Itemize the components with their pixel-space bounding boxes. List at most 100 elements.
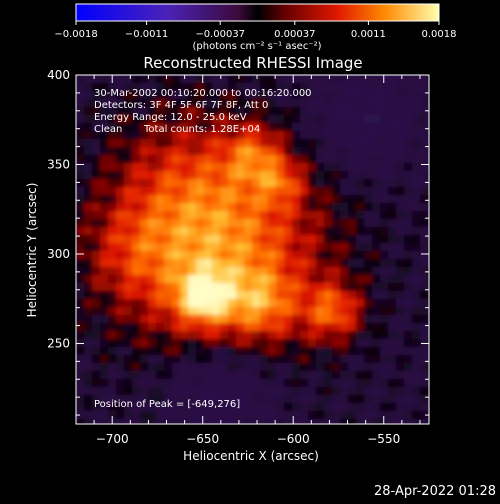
heatmap-cell <box>284 115 293 124</box>
heatmap-cell <box>92 251 101 260</box>
heatmap-cell <box>364 291 373 300</box>
heatmap-cell <box>124 227 133 236</box>
heatmap-cell <box>324 395 333 404</box>
heatmap-cell <box>364 195 373 204</box>
heatmap-cell <box>284 331 293 340</box>
heatmap-cell <box>388 363 397 372</box>
heatmap-cell <box>308 131 317 140</box>
heatmap-cell <box>188 131 197 140</box>
heatmap-cell <box>212 83 221 92</box>
heatmap-cell <box>308 419 317 424</box>
heatmap-cell <box>372 339 381 348</box>
heatmap-cell <box>172 259 181 268</box>
heatmap-cell <box>84 419 93 424</box>
colorbar-tick-label: 0.0011 <box>351 29 386 40</box>
heatmap-cell <box>172 363 181 372</box>
heatmap-cell <box>308 307 317 316</box>
heatmap-cell <box>244 155 253 164</box>
heatmap-cell <box>220 115 229 124</box>
heatmap-cell <box>300 171 309 180</box>
heatmap-cell <box>372 291 381 300</box>
chart-title: Reconstructed RHESSI Image <box>143 54 362 72</box>
heatmap-cell <box>220 179 229 188</box>
heatmap-cell <box>372 83 381 92</box>
heatmap-cell <box>148 419 157 424</box>
heatmap-cell <box>164 419 173 424</box>
heatmap-cell <box>364 331 373 340</box>
heatmap-cell <box>100 403 109 412</box>
heatmap-cell <box>276 323 285 332</box>
heatmap-cell <box>212 211 221 220</box>
heatmap-cell <box>404 219 413 228</box>
heatmap-cell <box>76 411 85 420</box>
heatmap-cell <box>84 99 93 108</box>
heatmap-cell <box>132 123 141 132</box>
heatmap-cell <box>140 203 149 212</box>
heatmap-cell <box>92 147 101 156</box>
heatmap-cell <box>108 331 117 340</box>
heatmap-cell <box>356 75 365 84</box>
heatmap-cell <box>76 323 85 332</box>
heatmap-cell <box>172 379 181 388</box>
heatmap-cell <box>188 171 197 180</box>
heatmap-cell <box>372 259 381 268</box>
heatmap-cell <box>140 339 149 348</box>
heatmap-cell <box>220 251 229 260</box>
heatmap-cell <box>100 91 109 100</box>
heatmap-cell <box>284 347 293 356</box>
heatmap-cell <box>380 347 389 356</box>
heatmap-cell <box>260 187 269 196</box>
heatmap-cell <box>148 411 157 420</box>
heatmap-cell <box>92 419 101 424</box>
heatmap-cell <box>100 267 109 276</box>
heatmap-cell <box>164 395 173 404</box>
heatmap-cell <box>76 363 85 372</box>
heatmap-cell <box>292 323 301 332</box>
heatmap-cell <box>132 203 141 212</box>
heatmap-cell <box>212 179 221 188</box>
heatmap-cell <box>324 331 333 340</box>
heatmap-cell <box>284 363 293 372</box>
heatmap-cell <box>276 379 285 388</box>
heatmap-cell <box>404 139 413 148</box>
heatmap-cell <box>348 403 357 412</box>
heatmap-cell <box>340 395 349 404</box>
heatmap-cell <box>332 235 341 244</box>
heatmap-cell <box>396 307 405 316</box>
heatmap-cell <box>220 267 229 276</box>
heatmap-cell <box>356 403 365 412</box>
heatmap-cell <box>92 299 101 308</box>
heatmap-cell <box>420 403 429 412</box>
heatmap-cell <box>116 83 125 92</box>
heatmap-cell <box>100 83 109 92</box>
heatmap-cell <box>148 347 157 356</box>
heatmap-cell <box>284 187 293 196</box>
heatmap-cell <box>116 283 125 292</box>
heatmap-cell <box>156 99 165 108</box>
heatmap-cell <box>276 91 285 100</box>
heatmap-cell <box>284 195 293 204</box>
heatmap-cell <box>276 243 285 252</box>
heatmap-cell <box>132 387 141 396</box>
heatmap-cell <box>332 291 341 300</box>
heatmap-cell <box>156 395 165 404</box>
heatmap-cell <box>284 171 293 180</box>
heatmap-cell <box>300 235 309 244</box>
heatmap-cell <box>156 283 165 292</box>
heatmap-cell <box>188 155 197 164</box>
heatmap-cell <box>332 147 341 156</box>
heatmap-cell <box>364 187 373 196</box>
heatmap-cell <box>252 235 261 244</box>
heatmap-cell <box>228 355 237 364</box>
heatmap-cell <box>212 387 221 396</box>
heatmap-cell <box>148 267 157 276</box>
heatmap-cell <box>356 219 365 228</box>
heatmap-cell <box>348 91 357 100</box>
heatmap-cell <box>196 211 205 220</box>
heatmap-cell <box>196 387 205 396</box>
heatmap-cell <box>276 403 285 412</box>
heatmap-cell <box>380 187 389 196</box>
heatmap-cell <box>148 139 157 148</box>
heatmap-cell <box>172 291 181 300</box>
heatmap-cell <box>188 147 197 156</box>
